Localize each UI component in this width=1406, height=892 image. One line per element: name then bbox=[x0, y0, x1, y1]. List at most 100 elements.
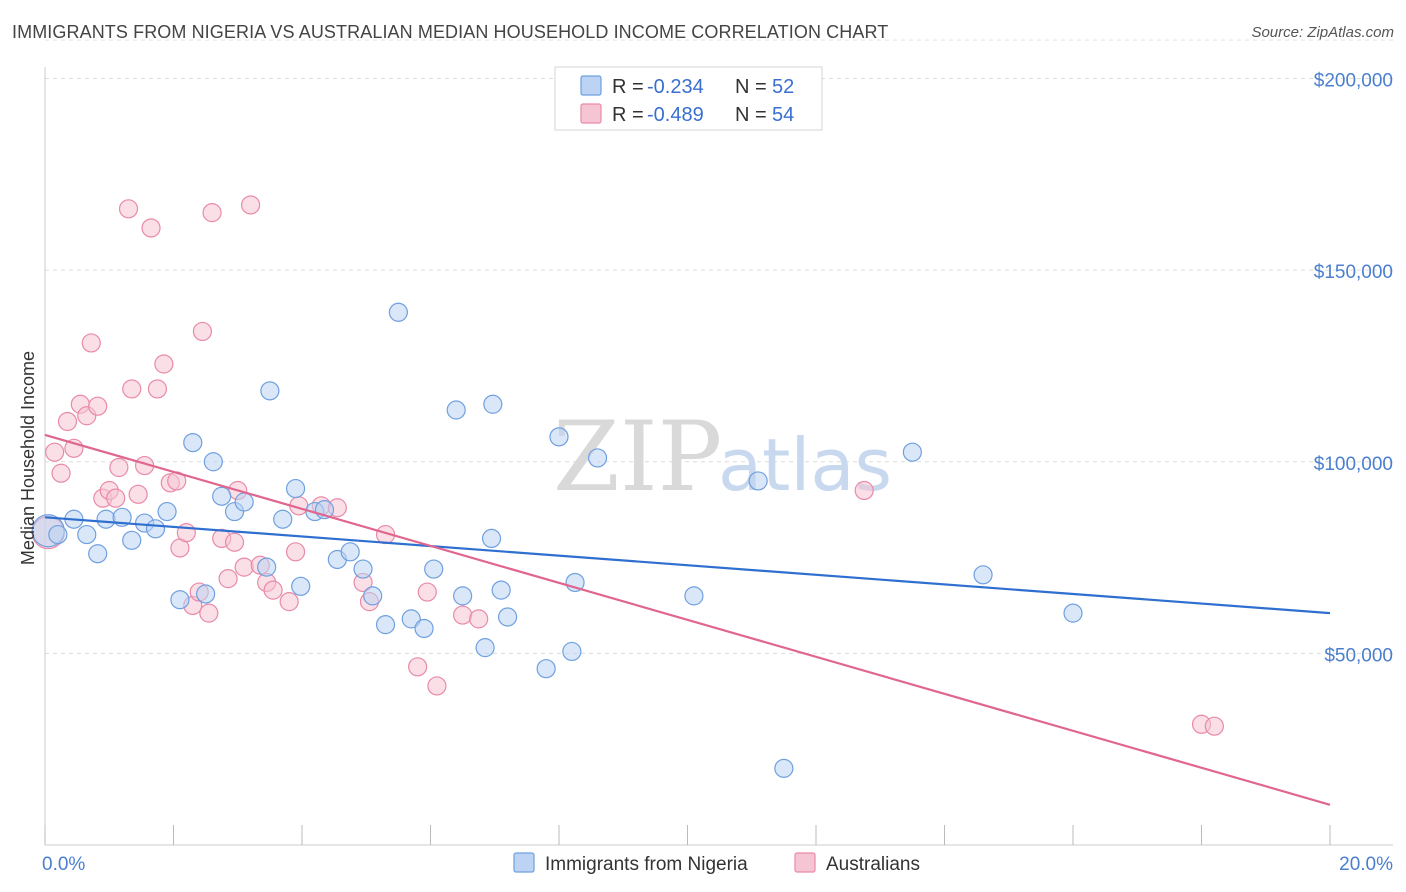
point-australians-19 bbox=[154, 354, 174, 374]
y-tick-labels: $50,000 $100,000 $150,000 $200,000 bbox=[1314, 71, 1393, 667]
point-nigeria-11 bbox=[170, 590, 190, 610]
point-nigeria-42 bbox=[549, 427, 569, 447]
point-nigeria-22 bbox=[291, 576, 311, 596]
point-nigeria-34 bbox=[446, 400, 466, 420]
legend-n-label-2: N = bbox=[735, 104, 767, 126]
point-nigeria-10 bbox=[157, 501, 177, 522]
point-nigeria-31 bbox=[401, 609, 421, 629]
bottom-legend: Immigrants from Nigeria Australians bbox=[513, 852, 920, 875]
point-australians-50 bbox=[469, 609, 489, 629]
point-nigeria-7 bbox=[122, 530, 142, 550]
point-nigeria-43 bbox=[562, 641, 582, 662]
point-nigeria-51 bbox=[1063, 603, 1083, 623]
point-australians-18 bbox=[147, 379, 168, 399]
source-label: Source: ZipAtlas.com bbox=[1251, 24, 1394, 41]
point-nigeria-33 bbox=[424, 559, 444, 579]
y-tick-label-2: $150,000 bbox=[1314, 262, 1393, 283]
point-australians-14 bbox=[122, 379, 142, 399]
bottom-legend-label-nigeria: Immigrants from Nigeria bbox=[545, 854, 748, 875]
point-australians-30 bbox=[218, 569, 238, 589]
point-nigeria-36 bbox=[475, 638, 495, 658]
point-nigeria-12 bbox=[183, 432, 203, 453]
x-tick-labels: 0.0% 20.0% bbox=[42, 854, 1393, 875]
point-nigeria-30 bbox=[388, 302, 408, 322]
legend-r-value-1: -0.234 bbox=[647, 76, 704, 98]
point-nigeria-48 bbox=[774, 758, 794, 778]
point-nigeria-15 bbox=[212, 486, 232, 506]
point-australians-7 bbox=[81, 333, 101, 353]
point-australians-13 bbox=[118, 199, 139, 219]
legend-r-label-1: R = bbox=[612, 76, 644, 98]
point-nigeria-14 bbox=[203, 452, 223, 472]
point-australians-37 bbox=[263, 580, 283, 600]
x-tick-label-1: 20.0% bbox=[1339, 854, 1393, 875]
legend-n-value-1: 52 bbox=[772, 76, 794, 98]
point-australians-49 bbox=[453, 605, 473, 625]
point-nigeria-39 bbox=[491, 580, 511, 600]
data-points bbox=[31, 195, 1224, 778]
bottom-legend-swatch-pink bbox=[794, 852, 816, 873]
point-nigeria-32 bbox=[414, 618, 434, 639]
trend-line-australians bbox=[44, 433, 1331, 806]
point-australians-39 bbox=[285, 542, 306, 562]
point-nigeria-26 bbox=[340, 542, 360, 562]
point-australians-34 bbox=[241, 195, 261, 215]
y-tick-label-0: $50,000 bbox=[1324, 645, 1393, 666]
watermark-zip: ZIP bbox=[553, 401, 722, 513]
point-nigeria-38 bbox=[483, 394, 503, 414]
point-nigeria-50 bbox=[973, 565, 993, 585]
point-australians-38 bbox=[279, 592, 299, 612]
bottom-legend-swatch-blue bbox=[513, 852, 535, 873]
point-nigeria-28 bbox=[363, 586, 383, 606]
trend-lines bbox=[44, 433, 1331, 806]
point-australians-27 bbox=[199, 603, 219, 623]
point-nigeria-1 bbox=[48, 524, 68, 545]
point-nigeria-3 bbox=[77, 524, 97, 545]
y-axis-label: Median Household Income bbox=[18, 351, 38, 565]
point-australians-3 bbox=[57, 411, 78, 432]
x-tick-label-0: 0.0% bbox=[42, 854, 85, 875]
legend-n-value-2: 54 bbox=[772, 104, 794, 126]
point-australians-31 bbox=[224, 532, 245, 552]
point-nigeria-19 bbox=[260, 381, 280, 401]
y-tick-label-3: $200,000 bbox=[1314, 71, 1393, 92]
point-australians-46 bbox=[408, 657, 428, 677]
point-australians-11 bbox=[106, 488, 126, 508]
point-australians-33 bbox=[234, 557, 254, 577]
axes bbox=[44, 67, 1393, 846]
point-nigeria-13 bbox=[196, 584, 216, 604]
trend-line-nigeria bbox=[44, 516, 1331, 615]
point-nigeria-4 bbox=[88, 544, 108, 564]
point-nigeria-35 bbox=[453, 586, 473, 606]
point-australians-53 bbox=[1204, 716, 1224, 736]
point-australians-12 bbox=[109, 457, 129, 478]
legend-r-label-2: R = bbox=[612, 104, 644, 126]
point-australians-2 bbox=[51, 463, 71, 483]
point-australians-8 bbox=[88, 396, 108, 416]
bottom-legend-label-australians: Australians bbox=[826, 854, 920, 875]
point-australians-47 bbox=[417, 582, 437, 602]
point-australians-26 bbox=[192, 321, 213, 342]
watermark: ZIP atlas bbox=[553, 401, 892, 513]
point-nigeria-37 bbox=[481, 528, 502, 549]
point-australians-28 bbox=[202, 203, 222, 223]
point-nigeria-47 bbox=[748, 471, 768, 491]
point-nigeria-27 bbox=[353, 559, 373, 579]
point-nigeria-9 bbox=[145, 519, 166, 539]
point-australians-51 bbox=[854, 480, 874, 501]
y-tick-label-1: $100,000 bbox=[1314, 454, 1393, 475]
point-nigeria-29 bbox=[375, 615, 396, 635]
grid-lines bbox=[45, 39, 1393, 654]
point-australians-1 bbox=[45, 442, 65, 462]
point-nigeria-20 bbox=[273, 509, 293, 529]
legend-r-value-2: -0.489 bbox=[647, 104, 704, 126]
point-nigeria-21 bbox=[285, 478, 306, 499]
point-nigeria-49 bbox=[902, 442, 922, 462]
legend: R = -0.234 N = 52 R = -0.489 N = 54 bbox=[554, 66, 823, 131]
point-australians-17 bbox=[141, 218, 161, 238]
point-australians-48 bbox=[427, 676, 447, 696]
point-nigeria-45 bbox=[587, 448, 608, 468]
point-nigeria-17 bbox=[234, 492, 254, 512]
chart-title: IMMIGRANTS FROM NIGERIA VS AUSTRALIAN ME… bbox=[12, 22, 889, 42]
